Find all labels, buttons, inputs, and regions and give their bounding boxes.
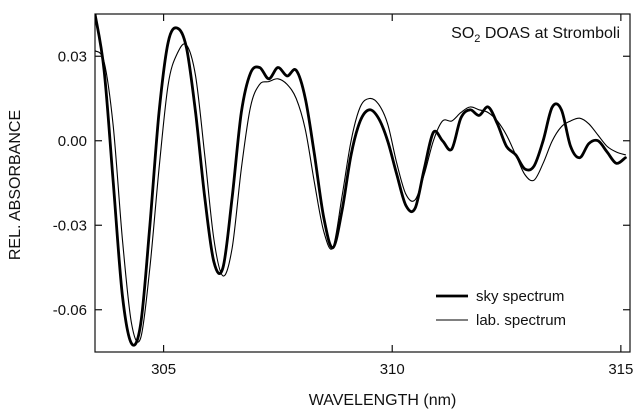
y-tick-label: -0.06 — [53, 302, 87, 319]
x-axis-label: WAVELENGTH (nm) — [309, 392, 457, 409]
x-tick-label: 315 — [608, 361, 633, 378]
chart-title: SO2 DOAS at Stromboli — [451, 25, 620, 45]
x-tick-label: 305 — [151, 361, 176, 378]
legend-label: lab. spectrum — [476, 312, 566, 329]
legend: sky spectrum lab. spectrum — [436, 288, 566, 329]
chart-title-main: SO — [451, 25, 474, 42]
y-tick-label: -0.03 — [53, 217, 87, 234]
y-axis-label: REL. ABSORBANCE — [7, 110, 24, 260]
legend-label: sky spectrum — [476, 288, 564, 305]
y-tick-label: 0.03 — [58, 48, 87, 65]
plot-frame-group — [94, 13, 631, 353]
plot-frame — [94, 13, 631, 353]
x-ticks: 305 310 315 — [151, 14, 633, 378]
chart-title-rest: DOAS at Stromboli — [480, 25, 620, 42]
x-tick-label: 310 — [380, 361, 405, 378]
series-line-lab-spectrum — [95, 43, 626, 343]
y-ticks: 0.03 0.00 -0.03 -0.06 — [53, 48, 630, 319]
series-lines — [95, 14, 627, 347]
chart-title-subscript: 2 — [474, 33, 480, 45]
y-tick-label: 0.00 — [58, 133, 87, 150]
series-line-sky-spectrum — [95, 14, 627, 347]
